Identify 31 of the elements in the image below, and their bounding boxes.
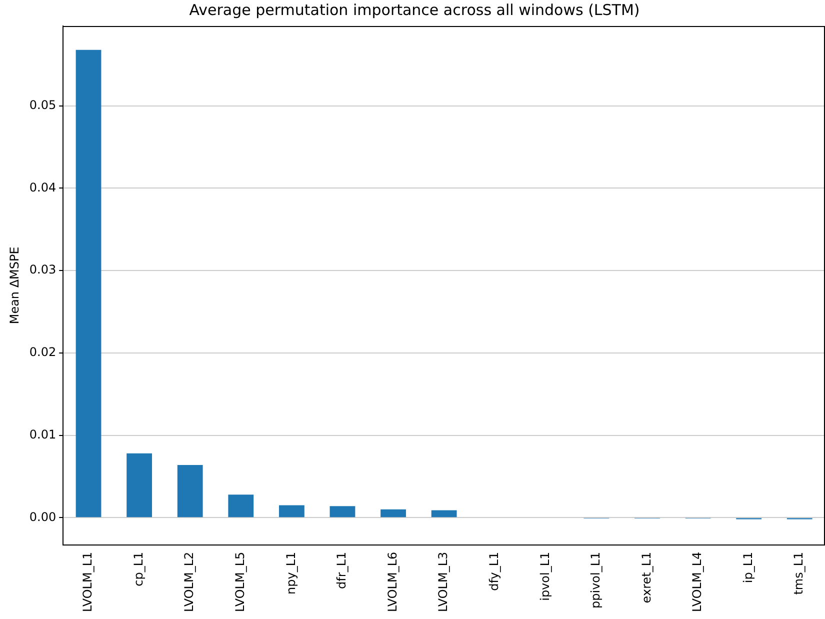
x-tick-label: ppivol_L1: [588, 552, 603, 608]
x-tick-label: LVOLM_L6: [385, 552, 400, 612]
x-tick-label: cp_L1: [131, 552, 146, 586]
bar: [431, 510, 457, 518]
y-tick-label: 0.03: [29, 262, 56, 277]
y-tick-label: 0.02: [29, 345, 56, 360]
bar: [278, 505, 304, 518]
x-tick-label: tms_L1: [792, 552, 806, 595]
x-tick-label: npy_L1: [284, 552, 298, 594]
bar: [380, 509, 406, 518]
x-tick-label: LVOLM_L2: [182, 552, 196, 612]
x-tick-label: ipvol_L1: [538, 552, 552, 601]
y-axis-title: Mean ΔMSPE: [7, 246, 22, 324]
y-tick-label: 0.04: [29, 180, 56, 194]
y-tick-label: 0.01: [29, 427, 56, 442]
x-tick-label: dfr_L1: [334, 552, 349, 589]
bar: [330, 506, 356, 518]
y-tick-label: 0.00: [29, 510, 56, 524]
bar: [228, 494, 254, 518]
x-tick-label: LVOLM_L3: [436, 552, 450, 612]
x-tick-label: LVOLM_L1: [80, 552, 95, 612]
bar: [126, 453, 152, 518]
bar: [177, 464, 203, 518]
x-tick-label: ip_L1: [740, 552, 755, 584]
chart-title: Average permutation importance across all windows (LSTM): [189, 0, 640, 19]
bar: [76, 50, 102, 518]
x-tick-label: exret_L1: [639, 552, 654, 604]
x-tick-label: LVOLM_L4: [690, 552, 704, 612]
y-tick-label: 0.05: [29, 98, 56, 112]
x-tick-label: LVOLM_L5: [233, 552, 248, 612]
x-tick-label: dfy_L1: [486, 552, 501, 591]
